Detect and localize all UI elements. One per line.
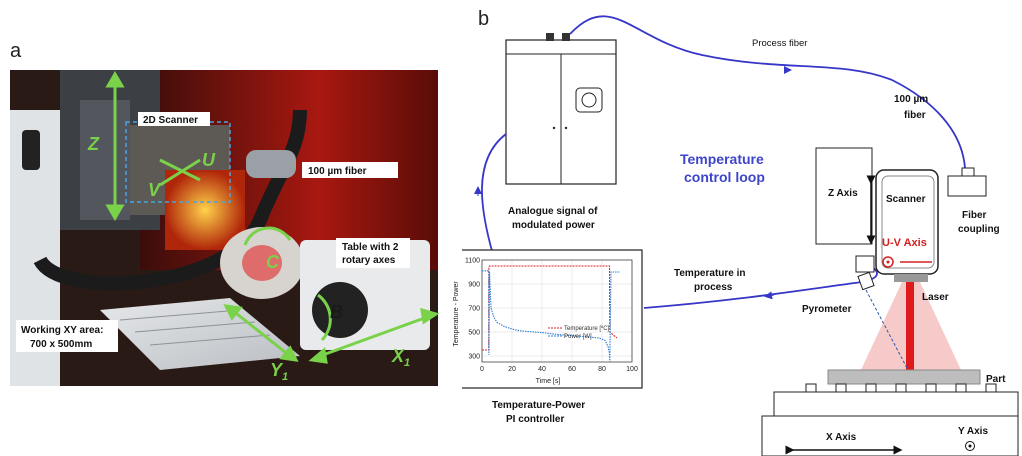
laser-beam	[906, 282, 914, 372]
uv-axis-dot	[882, 256, 894, 268]
axis-v-label: V	[148, 180, 162, 200]
fiber-nozzle	[246, 150, 296, 178]
fiber-coupling-line2: coupling	[958, 224, 1000, 235]
x-axis-label: X Axis	[826, 432, 857, 443]
controller-label-line1: Temperature-Power	[492, 400, 585, 411]
scanner-glow	[165, 170, 245, 250]
z-axis-box	[815, 147, 873, 245]
pyrometer-label: Pyrometer	[802, 304, 852, 315]
part-label: Part	[986, 374, 1006, 385]
stage-table	[773, 391, 1019, 417]
part-block	[827, 369, 981, 385]
temperature-label-line1: Temperature in	[674, 268, 746, 279]
chart-legend-label: Power [W]	[564, 334, 592, 340]
axis-u-label: U	[202, 150, 216, 170]
y-axis-label: Y Axis	[958, 426, 988, 437]
temperature-arrow	[764, 291, 775, 300]
chart-axes	[481, 259, 633, 363]
process-fiber-label: Process fiber	[752, 38, 807, 49]
panel-a-letter: a	[10, 40, 22, 62]
axis-z-label: Z	[87, 134, 100, 154]
panel-a-photo: Z U V C B X1 Y1 2D Scanner 100 µm fiber …	[10, 70, 440, 386]
chart-legend: Temperature [ºC] Power [W]	[548, 325, 610, 340]
scanner-label: Scanner	[886, 194, 926, 205]
chart-xtick-label: 20	[508, 366, 516, 373]
chart-ytick-label: 1100	[465, 258, 480, 265]
analogue-label-line1: Analogue signal of	[508, 206, 598, 217]
fiber-label-line1: 100 µm	[894, 94, 928, 105]
loop-title-line2: control loop	[684, 169, 765, 185]
axis-b-label: B	[330, 302, 343, 322]
plate-line-2	[134, 321, 256, 333]
chart-xtick-label: 60	[568, 366, 576, 373]
stage-clamps	[805, 383, 997, 393]
axis-x-label: X1	[391, 346, 410, 369]
chart-ytick-label: 700	[468, 306, 480, 313]
axis-c-label: C	[266, 252, 280, 272]
chart-xtick-label: 100	[626, 366, 638, 373]
chart-ytick-label: 300	[468, 354, 480, 361]
loop-title-line1: Temperature	[680, 151, 764, 167]
fiber-coupling-body	[947, 175, 987, 197]
rotary-motor	[312, 282, 368, 338]
chart-series-line	[482, 270, 620, 363]
fiber-label-line2: fiber	[904, 110, 926, 121]
plate-line-1	[119, 309, 241, 321]
pyrometer-box	[855, 255, 875, 273]
chart-plot-frame	[481, 259, 633, 363]
chart-series-line	[482, 265, 618, 351]
work-plate	[100, 298, 300, 370]
scanner-inner	[881, 175, 935, 269]
controller-label-line2: PI controller	[506, 414, 564, 425]
frame-pillar-shadow	[22, 130, 40, 170]
analogue-signal-path	[481, 133, 507, 259]
area-label-line2: 700 x 500mm	[30, 339, 92, 350]
z-axis-label: Z Axis	[828, 188, 858, 199]
chart-ytick-label: 900	[468, 282, 480, 289]
temperature-path	[643, 261, 878, 309]
panel-b-diagram: Process fiber 100 µm fiber Temperature c…	[462, 15, 1019, 456]
scanner-label-box	[138, 112, 210, 126]
chart-legend-label: Temperature [ºC]	[564, 325, 610, 332]
chart-ytick-label: 500	[468, 330, 480, 337]
fiber-coupling-line1: Fiber	[962, 210, 987, 221]
chart-ylabel: Temperature - Power	[453, 281, 460, 347]
uv-axis-label: U-V Axis	[882, 237, 927, 249]
pyrometer-sight	[865, 289, 909, 371]
table-label-line2: rotary axes	[342, 255, 396, 266]
area-label-line1: Working XY area:	[21, 325, 103, 336]
panel-b-letter: b	[478, 8, 490, 30]
green-axis-arrows	[105, 71, 440, 364]
area-label-box	[16, 320, 118, 352]
analogue-label-line2: modulated power	[512, 220, 595, 231]
axis-y-label: Y1	[270, 360, 288, 383]
table-label-box	[336, 238, 410, 268]
chart-xtick-label: 80	[598, 366, 606, 373]
y-axis-symbol	[965, 441, 975, 451]
uv-axis-dot-center	[886, 260, 890, 264]
chart-xlabel: Time [s]	[536, 378, 561, 385]
laser-source-cabinet	[505, 33, 617, 185]
laser-label: Laser	[922, 292, 949, 303]
table-label-line1: Table with 2	[342, 242, 399, 253]
controller-frame	[462, 249, 643, 389]
chart-xtick-label: 0	[480, 366, 484, 373]
temperature-power-chart: 300 500 700 900 1100 0 20 40 60 80 100 Time [s] Te…	[453, 258, 638, 386]
process-fiber-path	[569, 15, 966, 169]
fiber-label: 100 µm fiber	[308, 166, 367, 177]
machine-head-panel	[80, 100, 130, 220]
scanner-bottom	[894, 274, 928, 282]
scanner-label: 2D Scanner	[143, 115, 198, 126]
temperature-label-line2: process	[694, 282, 733, 293]
y-axis-symbol-center	[968, 444, 972, 448]
fiber-label-box	[302, 162, 398, 178]
rotary-chuck-center	[242, 245, 282, 281]
plate-line-3	[149, 334, 271, 346]
chart-lines	[482, 265, 620, 363]
pyrometer-head	[857, 271, 875, 291]
chart-xtick-label: 40	[538, 366, 546, 373]
chart-ticks: 300 500 700 900 1100 0 20 40 60 80 100	[465, 258, 638, 374]
